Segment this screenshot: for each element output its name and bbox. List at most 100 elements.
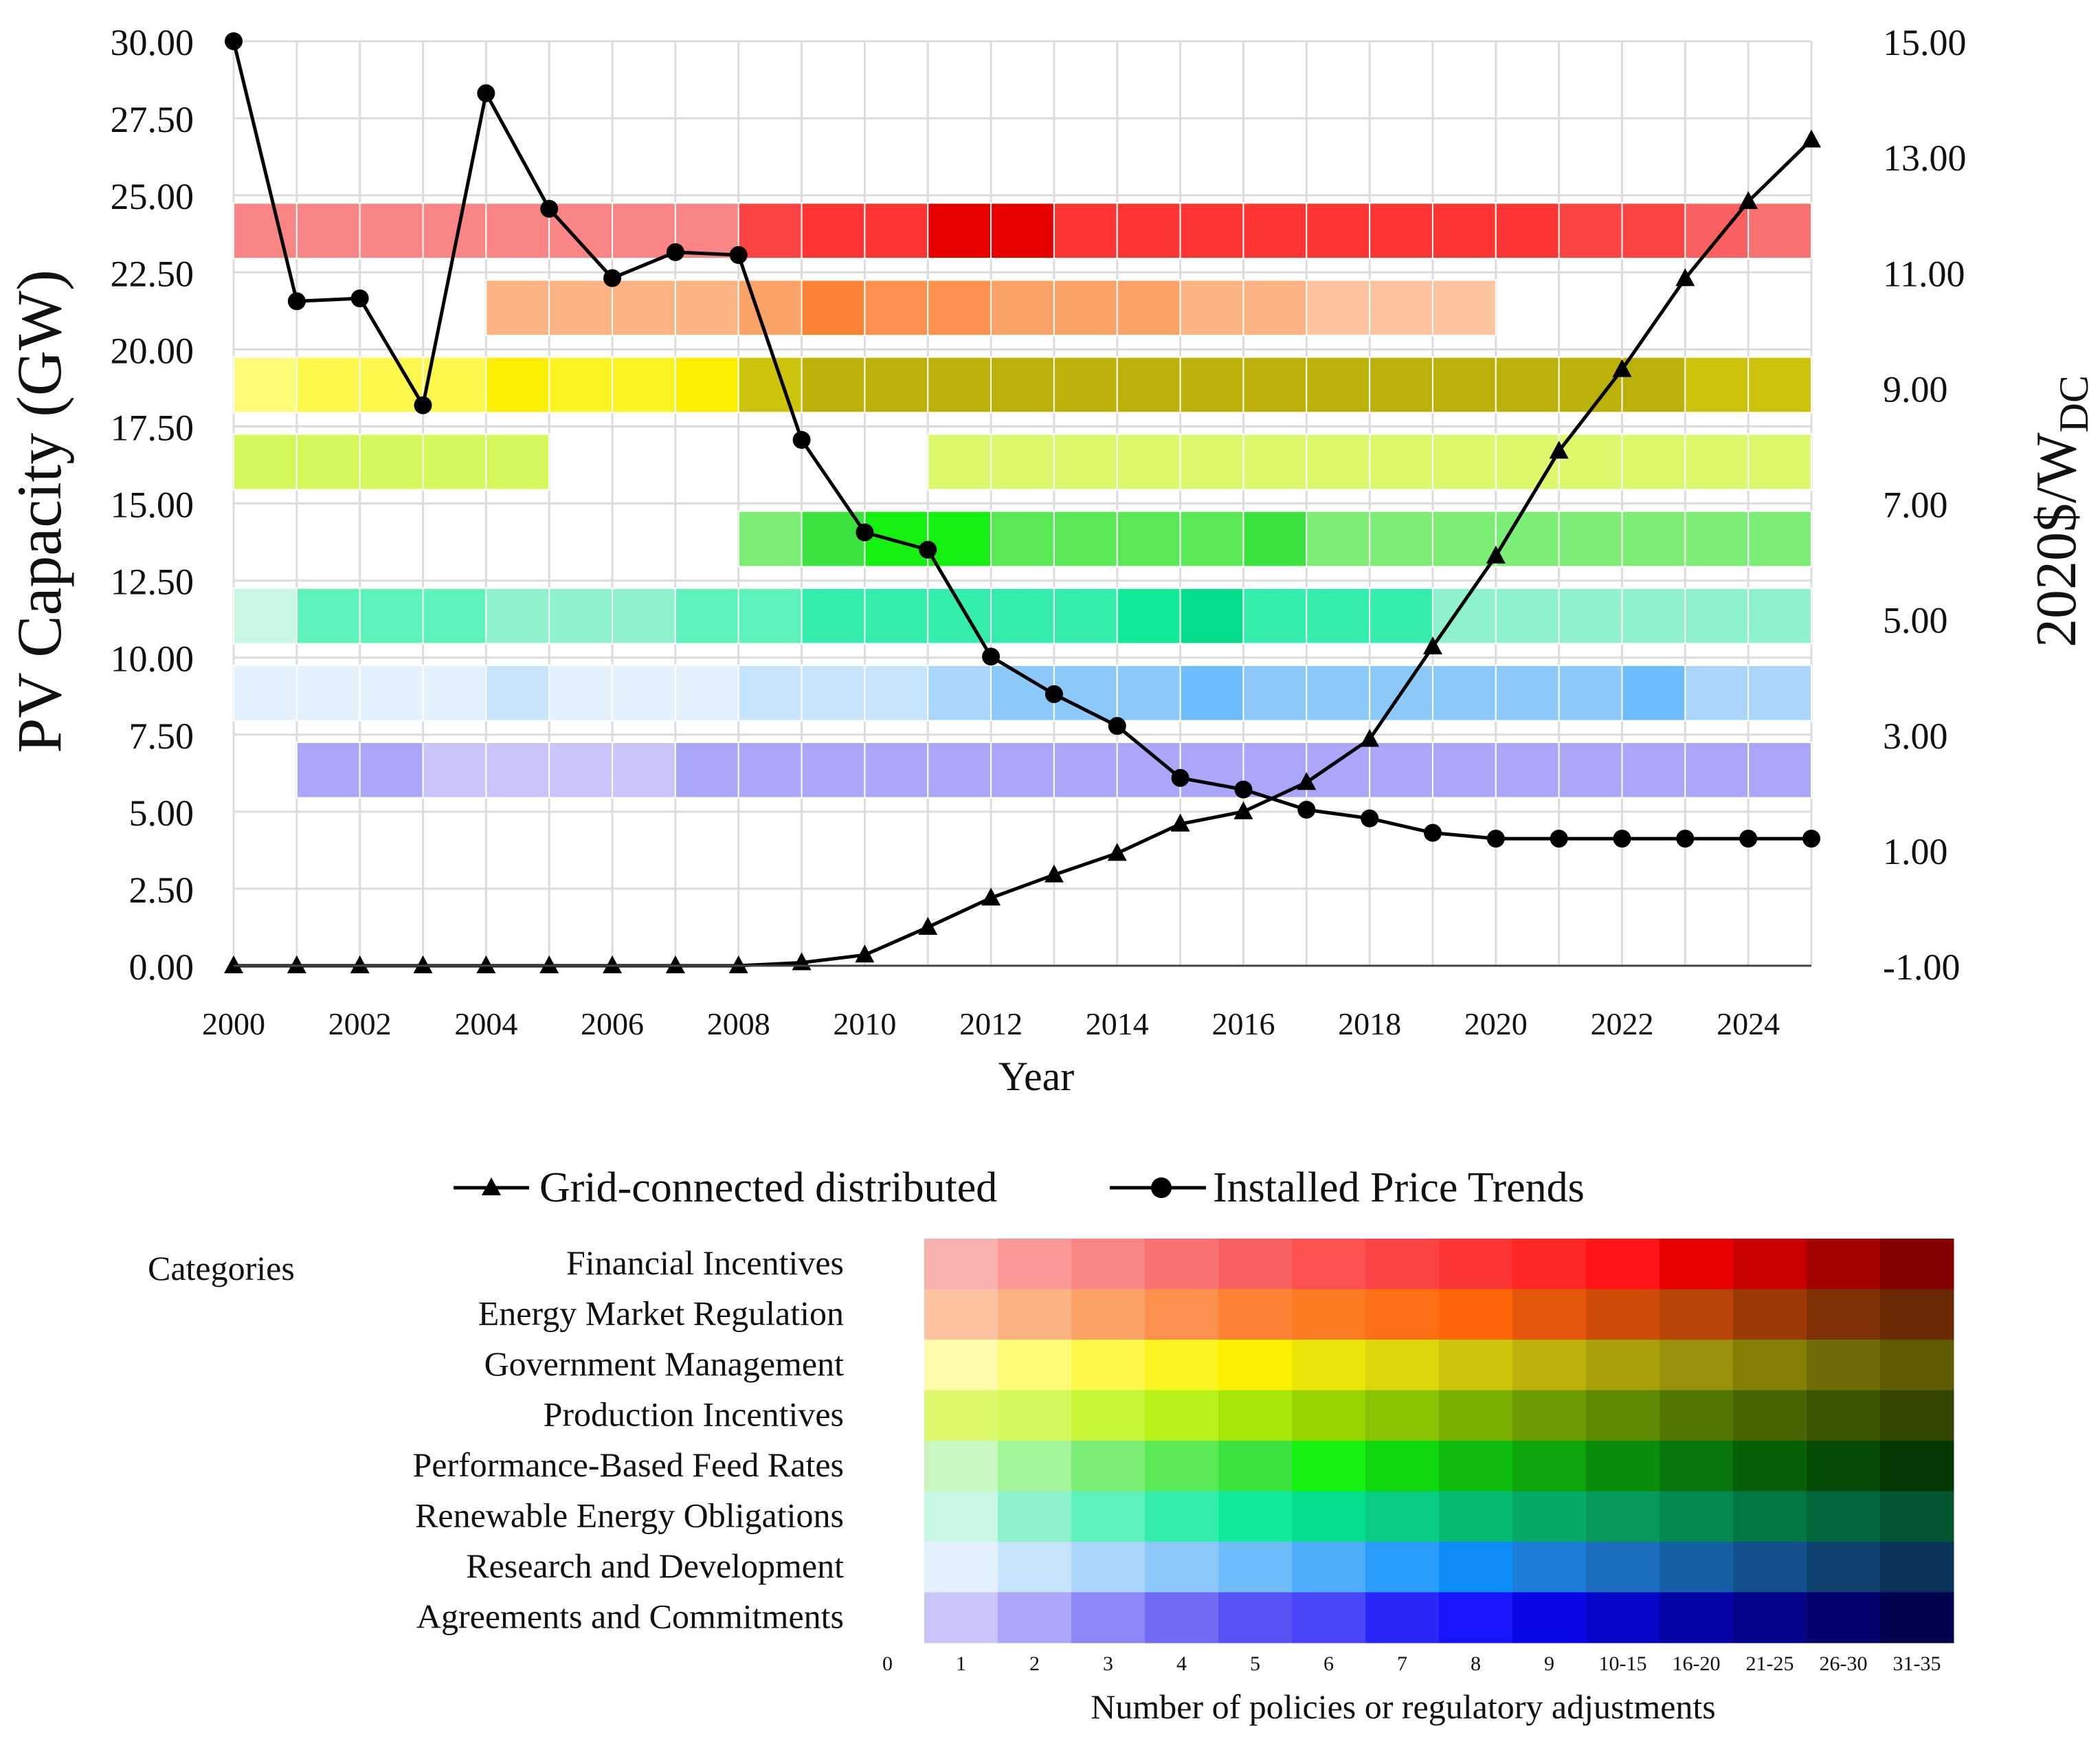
policy-cell (1306, 587, 1371, 645)
policy-cell (1053, 356, 1118, 414)
scale-cell (1586, 1289, 1660, 1340)
capacity-point (1170, 813, 1190, 832)
scale-cell (1439, 1491, 1513, 1542)
scale-cell (1071, 1289, 1146, 1340)
scale-cell (1807, 1441, 1881, 1492)
y-axis-right-label-main: 2020$/W (2024, 432, 2088, 647)
policy-cell (295, 664, 361, 722)
y-right-tick-label: -1.00 (1883, 946, 1960, 988)
y-left-tick-label: 0.00 (129, 946, 194, 988)
policy-cell (1431, 510, 1497, 568)
price-point (919, 540, 937, 559)
scale-cell (1586, 1542, 1660, 1593)
policy-cell (1369, 202, 1433, 260)
policy-cell (1369, 510, 1433, 568)
policy-cell (1747, 356, 1812, 414)
gridlines (232, 40, 1813, 967)
y-right-tick-label: 15.00 (1883, 22, 1967, 63)
policy-cell (864, 356, 929, 414)
y-left-tick-label: 2.50 (129, 870, 194, 911)
policy-cell (359, 356, 424, 414)
policy-cell (1621, 433, 1686, 491)
x-tick-label: 2008 (707, 1006, 770, 1041)
legend-label-capacity: Grid-connected distributed (539, 1164, 997, 1211)
policy-cell (422, 664, 487, 722)
line-legend: Grid-connected distributed Installed Pric… (454, 1164, 1585, 1211)
policy-cell (1747, 741, 1812, 799)
policy-cell (422, 587, 487, 645)
scale-cell (1733, 1441, 1807, 1492)
scale-cell (1145, 1592, 1219, 1643)
policy-cell (422, 356, 487, 414)
policy-cell (548, 587, 614, 645)
policy-cell (295, 741, 361, 799)
scale-bin-label: 16-20 (1673, 1652, 1721, 1675)
scale-cell (998, 1592, 1072, 1643)
y-right-tick-label: 5.00 (1883, 600, 1948, 641)
scale-cell (1071, 1239, 1146, 1289)
scale-cell (1365, 1441, 1440, 1492)
scale-cell (1807, 1340, 1881, 1391)
scale-cell (1145, 1441, 1219, 1492)
scale-cell (1365, 1491, 1440, 1542)
y-left-tick-label: 7.50 (129, 716, 194, 757)
y-left-tick-label: 10.00 (111, 639, 194, 680)
policy-cell (1306, 510, 1371, 568)
scale-cell (1807, 1592, 1881, 1643)
scale-cell (1145, 1390, 1219, 1441)
policy-cell (422, 433, 487, 491)
policy-cell (233, 664, 298, 722)
policy-cell (485, 741, 550, 799)
policy-cell (674, 356, 739, 414)
price-point (1234, 780, 1253, 799)
policy-cell (737, 202, 803, 260)
policy-cell (359, 202, 424, 260)
scale-cell (1218, 1390, 1293, 1441)
policy-cell (1621, 202, 1686, 260)
policy-cell (1621, 356, 1686, 414)
scale-cell (1292, 1340, 1366, 1391)
y-left-tick-label: 27.50 (111, 99, 194, 140)
scale-bin-label: 5 (1250, 1652, 1260, 1675)
policy-cell (1306, 664, 1371, 722)
capacity-point (1233, 801, 1253, 819)
policy-cell (359, 433, 424, 491)
scale-cell (924, 1239, 998, 1289)
scale-bin-label: 10-15 (1599, 1652, 1647, 1675)
scale-cell (1365, 1340, 1440, 1391)
price-point (1361, 809, 1379, 828)
capacity-point (1107, 843, 1127, 861)
policy-cell (1053, 202, 1118, 260)
y-axis-right-label: 2020$/WDC (2024, 375, 2097, 647)
policy-cell (1558, 664, 1623, 722)
price-point (1676, 830, 1695, 848)
price-point (350, 289, 369, 308)
scale-cell (1218, 1441, 1293, 1492)
policy-cell (1116, 433, 1181, 491)
policy-cell (801, 741, 866, 799)
scale-cell (1733, 1491, 1807, 1542)
policy-cell (1116, 510, 1181, 568)
price-point (603, 269, 622, 287)
policy-cell (1369, 279, 1433, 337)
policy-cell (1179, 664, 1244, 722)
scale-cell (1292, 1491, 1366, 1542)
scale-cell (1512, 1542, 1587, 1593)
color-scale-legend: Categories Financial Incentives Energy Mar… (148, 1239, 1954, 1726)
policy-cell (990, 433, 1055, 491)
policy-cell (1431, 433, 1497, 491)
policy-cell (674, 587, 739, 645)
policy-cell (1242, 664, 1308, 722)
x-tick-label: 2002 (328, 1006, 392, 1041)
scale-cell (1880, 1289, 1954, 1340)
policy-cell (1306, 202, 1371, 260)
capacity-point (603, 955, 623, 973)
policy-cell (1242, 433, 1308, 491)
policy-cell (1495, 356, 1560, 414)
policy-cell (1431, 664, 1497, 722)
policy-cell (737, 664, 803, 722)
scale-cell (1660, 1542, 1734, 1593)
scale-cell (1660, 1289, 1734, 1340)
policy-cell (295, 202, 361, 260)
x-tick-label: 2020 (1464, 1006, 1528, 1041)
